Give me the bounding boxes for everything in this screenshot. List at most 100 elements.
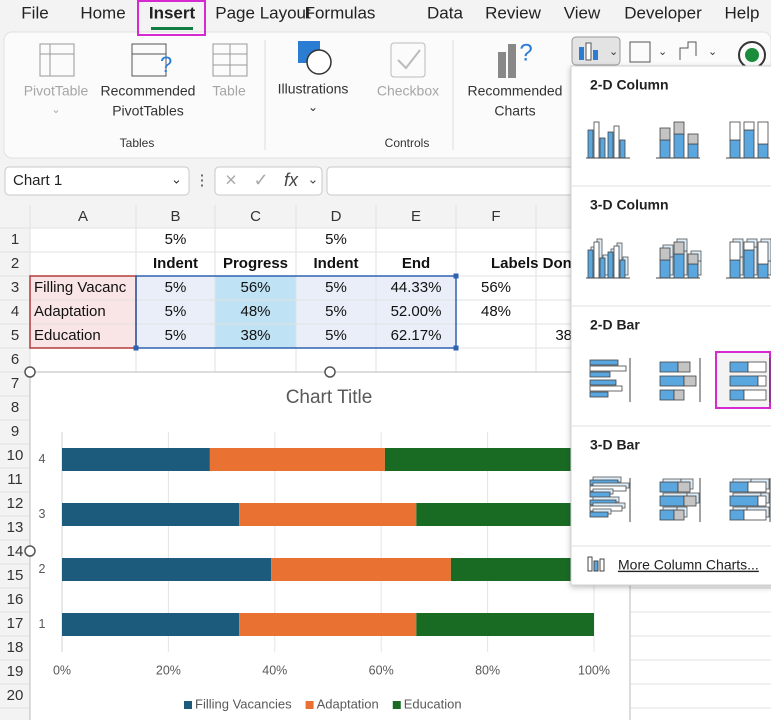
range-handle bbox=[453, 345, 459, 351]
chart-type-option[interactable] bbox=[729, 478, 771, 522]
chart-type-option[interactable] bbox=[589, 358, 631, 402]
cell-text: 5% bbox=[165, 327, 187, 344]
chart-type-option[interactable] bbox=[656, 238, 702, 279]
icon-bar bbox=[757, 375, 767, 387]
icon-bar bbox=[729, 509, 745, 521]
chart-type-option[interactable] bbox=[659, 358, 701, 402]
chart-type-option[interactable] bbox=[726, 121, 770, 159]
recommended-pivot-button[interactable]: Recommended bbox=[101, 83, 196, 99]
bar-segment bbox=[239, 503, 417, 526]
icon-bar bbox=[589, 385, 623, 392]
icon-bar bbox=[743, 509, 767, 521]
chart: Chart Title 0% 20% 40% 60% 80% 100% 1 2 3 4 Filling… bbox=[24, 366, 631, 720]
cell-text: 5% bbox=[165, 231, 187, 248]
recommended-pivot-button[interactable]: PivotTables bbox=[112, 103, 184, 119]
resize-handle[interactable] bbox=[324, 366, 336, 378]
name-box-text: Chart 1 bbox=[13, 172, 62, 189]
icon-bar bbox=[673, 241, 685, 255]
checkbox-button[interactable]: Checkbox bbox=[377, 83, 439, 99]
waterfall-icon[interactable] bbox=[679, 41, 697, 60]
icon-bar bbox=[687, 263, 699, 279]
chart-type-option[interactable] bbox=[726, 238, 771, 279]
ribbon-tab[interactable]: View bbox=[564, 3, 601, 22]
row-header: 5 bbox=[11, 327, 19, 344]
hierarchy-icon[interactable] bbox=[629, 41, 651, 63]
illustrations-icon bbox=[306, 49, 332, 75]
bar-segment bbox=[416, 613, 594, 636]
cell-text: 56% bbox=[240, 279, 270, 296]
chart-type-option[interactable] bbox=[589, 476, 631, 522]
x-tick-label: 60% bbox=[369, 663, 394, 677]
icon-bar bbox=[729, 481, 749, 493]
dropdown-caret: ⌄ bbox=[51, 104, 60, 116]
icon-bar bbox=[673, 121, 685, 135]
pivot-icon bbox=[39, 43, 75, 77]
tab-highlight bbox=[137, 0, 206, 36]
icon-bar bbox=[659, 509, 675, 521]
icon-bar bbox=[579, 47, 584, 60]
row-header: 6 bbox=[11, 351, 19, 368]
icon-bar bbox=[743, 249, 755, 279]
ribbon-tab[interactable]: Home bbox=[80, 3, 125, 22]
ribbon-tab[interactable]: Help bbox=[725, 3, 760, 22]
chart-type-option[interactable] bbox=[586, 121, 630, 159]
row-header: 2 bbox=[11, 255, 19, 272]
chart-type-option[interactable] bbox=[729, 358, 771, 402]
cell-text: 44.33% bbox=[391, 279, 442, 296]
recommended-charts-button[interactable]: Recommended bbox=[468, 83, 563, 99]
ribbon-tab[interactable]: File bbox=[21, 3, 48, 22]
ribbon-tab[interactable]: Insert bbox=[149, 3, 196, 22]
resize-handle[interactable] bbox=[24, 366, 36, 378]
name-box[interactable] bbox=[4, 166, 190, 196]
cancel-button[interactable]: × bbox=[225, 169, 237, 191]
x-tick-label: 40% bbox=[262, 663, 287, 677]
enter-button[interactable]: ✓ bbox=[253, 170, 268, 190]
more-charts-link[interactable]: More Column Charts... bbox=[618, 557, 759, 573]
cell-text: 38 bbox=[555, 327, 572, 344]
chart-type-menu: 2-D Column 3-D Column 2-D Bar 3-D Bar More C… bbox=[570, 65, 771, 586]
row-header: 11 bbox=[7, 471, 23, 488]
cell-text: Indent bbox=[153, 255, 198, 272]
row-header: 15 bbox=[7, 567, 24, 584]
formula-buttons bbox=[214, 166, 323, 196]
icon-bar bbox=[729, 241, 741, 261]
icon-bar bbox=[673, 389, 685, 401]
ribbon-tab[interactable]: Formulas bbox=[305, 3, 376, 22]
row-header: 1 bbox=[11, 231, 19, 248]
pivot-table-button[interactable]: PivotTable bbox=[24, 83, 89, 99]
ribbon-tab[interactable]: Data bbox=[427, 3, 463, 22]
ribbon-tab[interactable]: Review bbox=[485, 3, 541, 22]
chart-type-option[interactable] bbox=[659, 478, 701, 522]
cell-text: Adaptation bbox=[34, 303, 106, 320]
cell-text: 5% bbox=[325, 231, 347, 248]
chart-title: Chart Title bbox=[286, 387, 373, 408]
dropdown-caret: ⌄ bbox=[171, 171, 182, 186]
more-icon bbox=[599, 558, 605, 572]
chart-type-option[interactable] bbox=[586, 238, 630, 279]
bar-segment bbox=[450, 558, 594, 581]
bar-segment bbox=[62, 448, 210, 471]
bar-segment bbox=[62, 558, 272, 581]
illustrations-button[interactable]: Illustrations bbox=[278, 81, 349, 97]
ribbon-tab[interactable]: Developer bbox=[624, 3, 702, 22]
table-button[interactable]: Table bbox=[212, 83, 246, 99]
legend-swatch bbox=[392, 701, 401, 709]
icon-bar bbox=[729, 121, 741, 141]
question-icon: ? bbox=[519, 39, 532, 66]
row-header: 9 bbox=[11, 423, 19, 440]
resize-handle[interactable] bbox=[24, 545, 36, 557]
icon-bar bbox=[743, 389, 767, 401]
icon-bar bbox=[593, 241, 600, 279]
recommended-charts-button[interactable]: Charts bbox=[494, 103, 535, 119]
icon-bar bbox=[673, 253, 685, 279]
icon-bar bbox=[757, 263, 769, 279]
chart-type-option[interactable] bbox=[656, 121, 700, 159]
insert-function-button[interactable]: fx bbox=[284, 170, 299, 190]
range-fill bbox=[30, 276, 136, 348]
rec-charts-icon bbox=[508, 44, 516, 78]
icon-bar bbox=[743, 129, 755, 159]
column-header: B bbox=[170, 208, 180, 225]
legend-swatch bbox=[184, 701, 192, 709]
ribbon-tab[interactable]: Page Layout bbox=[215, 3, 311, 22]
icon-bar bbox=[619, 139, 626, 159]
